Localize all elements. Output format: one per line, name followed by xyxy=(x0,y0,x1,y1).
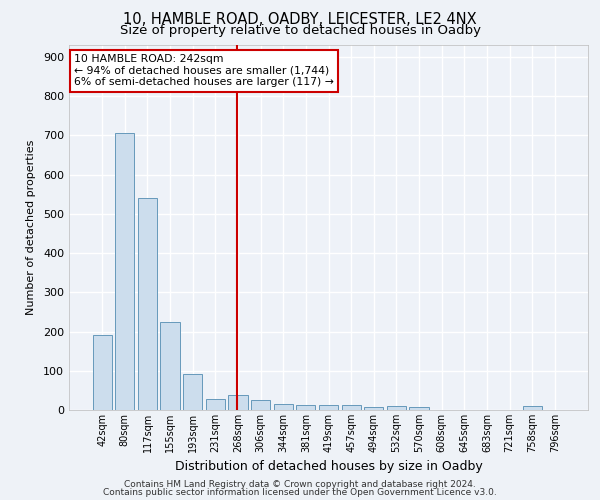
Bar xyxy=(251,400,270,410)
Bar xyxy=(206,400,225,410)
Bar xyxy=(296,406,316,410)
Text: Contains HM Land Registry data © Crown copyright and database right 2024.: Contains HM Land Registry data © Crown c… xyxy=(124,480,476,489)
Bar xyxy=(92,336,112,410)
Text: 10, HAMBLE ROAD, OADBY, LEICESTER, LE2 4NX: 10, HAMBLE ROAD, OADBY, LEICESTER, LE2 4… xyxy=(123,12,477,28)
Bar xyxy=(274,404,293,410)
Bar xyxy=(229,395,248,410)
Text: 10 HAMBLE ROAD: 242sqm
← 94% of detached houses are smaller (1,744)
6% of semi-d: 10 HAMBLE ROAD: 242sqm ← 94% of detached… xyxy=(74,54,334,88)
Text: Contains public sector information licensed under the Open Government Licence v3: Contains public sector information licen… xyxy=(103,488,497,497)
Bar xyxy=(523,406,542,410)
Bar xyxy=(183,374,202,410)
Bar xyxy=(364,407,383,410)
Bar xyxy=(409,407,428,410)
X-axis label: Distribution of detached houses by size in Oadby: Distribution of detached houses by size … xyxy=(175,460,482,473)
Y-axis label: Number of detached properties: Number of detached properties xyxy=(26,140,36,315)
Bar xyxy=(115,133,134,410)
Bar xyxy=(138,198,157,410)
Text: Size of property relative to detached houses in Oadby: Size of property relative to detached ho… xyxy=(119,24,481,37)
Bar xyxy=(341,406,361,410)
Bar xyxy=(160,322,180,410)
Bar xyxy=(387,406,406,410)
Bar xyxy=(319,406,338,410)
